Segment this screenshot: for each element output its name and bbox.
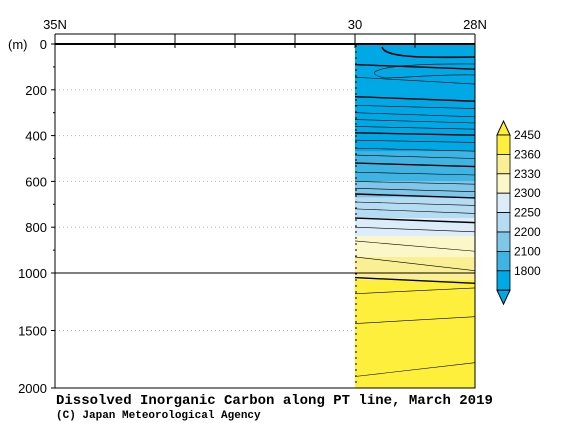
dic-contour-9: [354, 147, 476, 152]
dic-contour-22: [354, 276, 476, 285]
gridlines: [55, 89, 475, 331]
dic-contours: [354, 45, 476, 383]
colorbar-label-2100: 2100: [514, 244, 541, 258]
y-tick-label-600: 600: [25, 174, 47, 189]
y-axis: 0 200 400 600 800 1000 1500 2000: [18, 37, 55, 396]
dic-contour-15: [354, 193, 476, 199]
colorbar-label-2330: 2330: [514, 167, 541, 181]
colorbar-label-2300: 2300: [514, 186, 541, 200]
dic-contour-21: [354, 256, 476, 272]
y-tick-label-1500: 1500: [18, 324, 47, 339]
dic-contour-19: [354, 226, 476, 233]
colorbar-swatch-2360: [496, 153, 511, 175]
plot-frame: [54, 43, 476, 389]
colorbar-swatch-2300: [496, 192, 511, 213]
dic-contour-11: [354, 162, 476, 168]
chart-credit: (C) Japan Meteorological Agency: [56, 410, 261, 422]
dic-band-3: [355, 197, 475, 219]
dic-band-6: [355, 256, 475, 280]
dic-bands: [355, 44, 475, 388]
x-axis: 35N 30 28N: [43, 17, 487, 48]
dic-contour-8: [354, 139, 476, 143]
dic-contour-24: [354, 316, 476, 324]
y-tick-label-0: 0: [40, 37, 47, 52]
y-tick-label-200: 200: [25, 83, 47, 98]
colorbar-label-2360: 2360: [514, 147, 541, 161]
dic-contour-25: [354, 362, 476, 377]
dic-contour-7: [354, 132, 476, 136]
dic-contour-surface: [381, 46, 476, 59]
dic-contour-6: [354, 126, 476, 130]
colorbar-swatch-2100: [496, 250, 511, 272]
y-axis-label: (m): [8, 37, 28, 52]
x-tick-label-28: 28N: [463, 17, 487, 32]
y-tick-label-800: 800: [25, 220, 47, 235]
dic-contour-14: [354, 187, 476, 193]
colorbar-label-2250: 2250: [514, 206, 541, 220]
colorbar-swatch-2250: [496, 212, 511, 233]
colorbar-swatch-2200: [496, 231, 511, 252]
x-tick-label-35: 35N: [43, 17, 67, 32]
dic-contour-20: [354, 240, 476, 252]
dic-contour-4: [354, 112, 476, 118]
colorbar-extend-bottom: [496, 289, 511, 306]
dic-band-7: [355, 279, 475, 388]
colorbar-swatch-2330: [496, 173, 511, 194]
dic-contour-18: [354, 217, 476, 224]
dic-contour-23: [354, 287, 476, 294]
y-tick-label-400: 400: [25, 129, 47, 144]
y-tick-label-1000: 1000: [18, 266, 47, 281]
dic-contour-10: [354, 154, 476, 159]
dic-contour-0: [354, 63, 476, 70]
colorbar-label-2450: 2450: [514, 128, 541, 142]
colorbar-extend-top: [496, 119, 511, 136]
dic-band-5: [355, 236, 475, 257]
dic-contour-5: [354, 119, 476, 124]
dic-contour-16: [354, 201, 476, 206]
dic-contour-12: [354, 171, 476, 176]
colorbar-swatch-2450: [496, 134, 511, 155]
y-tick-label-2000: 2000: [18, 381, 47, 396]
dic-contour-1: [354, 76, 476, 85]
dic-contour-13: [354, 181, 476, 185]
dic-contour-17: [354, 208, 476, 214]
dic-band-2: [355, 181, 475, 198]
dic-contour-loop: [374, 63, 476, 79]
x-tick-label-30: 30: [348, 17, 362, 32]
colorbar-swatch-1800: [496, 270, 511, 291]
dic-contour-3: [354, 105, 476, 109]
colorbar: 2450 2360 2330 2300 2250 2200 2100 1800: [496, 119, 541, 306]
dic-contour-2: [354, 95, 476, 102]
colorbar-label-2200: 2200: [514, 225, 541, 239]
chart-title: Dissolved Inorganic Carbon along PT line…: [56, 393, 493, 409]
colorbar-label-1800: 1800: [514, 264, 541, 278]
dic-band-4: [355, 218, 475, 237]
